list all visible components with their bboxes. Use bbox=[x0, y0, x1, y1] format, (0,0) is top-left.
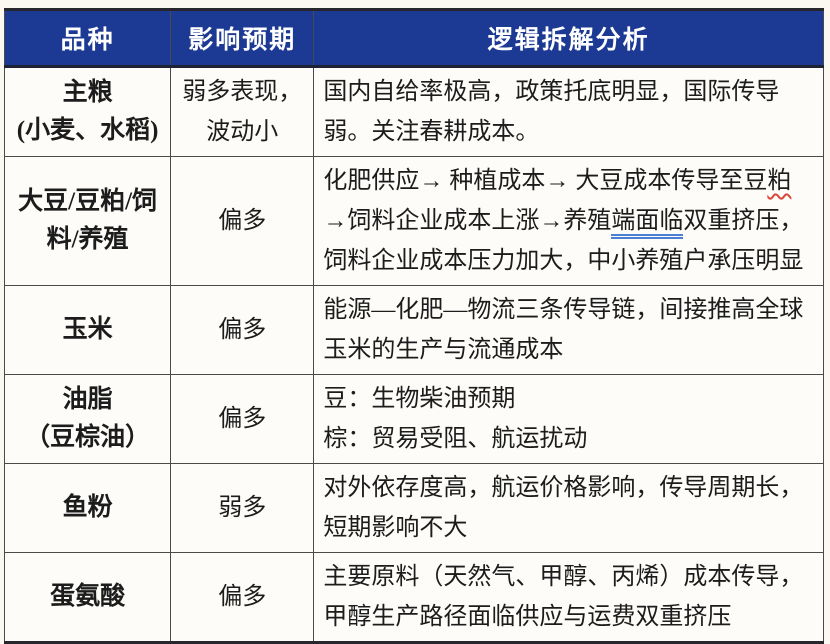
analysis-line: 短期影响不大 bbox=[323, 508, 815, 548]
analysis-text: →饲料企业成本上涨→养殖 bbox=[323, 208, 612, 234]
analysis-line: 弱。关注春耕成本。 bbox=[323, 112, 815, 152]
analysis-text: 棕：贸易受阻、航运扰动 bbox=[323, 426, 588, 452]
expectation-cell: 弱多表现， 波动小 bbox=[170, 66, 315, 157]
analysis-line: 豆：生物柴油预期 bbox=[323, 379, 815, 419]
variety-cell: 主粮 (小麦、水稻) bbox=[3, 66, 172, 157]
data-table: 品种 影响预期 逻辑拆解分析 主粮 (小麦、水稻) 弱多表现， 波动小 国内自给率极高，… bbox=[3, 8, 824, 644]
header-variety: 品种 bbox=[3, 9, 172, 68]
analysis-text: 饲料企业成本压力加大，中小养殖户承压明显 bbox=[323, 248, 804, 274]
analysis-cell: 能源—化肥—物流三条传导链，间接推高全球 玉米的生产与流通成本 bbox=[313, 285, 824, 375]
analysis-cell: 对外依存度高，航运价格影响，传导周期长， 短期影响不大 bbox=[313, 463, 824, 553]
expectation-line: 偏多 bbox=[218, 208, 267, 234]
variety-cell: 玉米 bbox=[3, 285, 172, 375]
analysis-line: →饲料企业成本上涨→养殖端面临双重挤压， bbox=[323, 201, 815, 241]
expectation-cell: 偏多 bbox=[170, 374, 315, 464]
analysis-text: 短期影响不大 bbox=[323, 515, 468, 541]
variety-line: 油脂 bbox=[62, 386, 113, 413]
analysis-line: 饲料企业成本压力加大，中小养殖户承压明显 bbox=[323, 241, 815, 281]
variety-line: 蛋氨酸 bbox=[50, 583, 126, 610]
analysis-text: 弱。关注春耕成本。 bbox=[323, 119, 540, 145]
expectation-line: 偏多 bbox=[218, 584, 267, 610]
expectation-line: 弱多表现， bbox=[182, 79, 303, 105]
proofing-mark-blue-double: 端面临 bbox=[611, 208, 684, 239]
commodity-impact-table: 品种 影响预期 逻辑拆解分析 主粮 (小麦、水稻) 弱多表现， 波动小 国内自给率极高，… bbox=[3, 8, 824, 644]
variety-cell: 大豆/豆粕/饲 料/养殖 bbox=[3, 156, 172, 286]
table-row: 主粮 (小麦、水稻) 弱多表现， 波动小 国内自给率极高，政策托底明显，国际传导 弱。关注… bbox=[3, 66, 824, 157]
header-row: 品种 影响预期 逻辑拆解分析 bbox=[3, 9, 824, 68]
table-row: 大豆/豆粕/饲 料/养殖 偏多 化肥供应→ 种植成本→ 大豆成本传导至豆粕 →饲料企业成… bbox=[3, 156, 824, 286]
table-row: 玉米 偏多 能源—化肥—物流三条传导链，间接推高全球 玉米的生产与流通成本 bbox=[3, 285, 824, 375]
variety-cell: 油脂 （豆棕油） bbox=[3, 374, 172, 464]
analysis-text: 主要原料（天然气、甲醇、丙烯）成本传导， bbox=[323, 564, 804, 590]
variety-cell: 蛋氨酸 bbox=[3, 552, 172, 643]
header-expectation: 影响预期 bbox=[170, 9, 315, 68]
expectation-cell: 偏多 bbox=[170, 156, 315, 286]
variety-line: 玉米 bbox=[62, 316, 113, 343]
variety-line: （豆棕油） bbox=[25, 424, 151, 451]
variety-line: 料/养殖 bbox=[46, 226, 129, 253]
expectation-cell: 弱多 bbox=[170, 463, 315, 553]
variety-line: 大豆/豆粕/饲 bbox=[18, 188, 158, 215]
header-analysis: 逻辑拆解分析 bbox=[313, 9, 824, 68]
variety-line: 鱼粉 bbox=[62, 494, 113, 521]
expectation-line: 弱多 bbox=[218, 495, 267, 521]
table-header: 品种 影响预期 逻辑拆解分析 bbox=[3, 9, 824, 68]
table-body: 主粮 (小麦、水稻) 弱多表现， 波动小 国内自给率极高，政策托底明显，国际传导 弱。关注… bbox=[3, 66, 824, 643]
expectation-line: 偏多 bbox=[218, 317, 267, 343]
expectation-line: 偏多 bbox=[218, 406, 267, 432]
analysis-line: 棕：贸易受阻、航运扰动 bbox=[323, 419, 815, 459]
table-row: 鱼粉 弱多 对外依存度高，航运价格影响，传导周期长， 短期影响不大 bbox=[3, 463, 824, 553]
analysis-line: 国内自给率极高，政策托底明显，国际传导 bbox=[323, 72, 815, 112]
analysis-line: 主要原料（天然气、甲醇、丙烯）成本传导， bbox=[323, 557, 815, 597]
analysis-text: 化肥供应→ 种植成本→ 大豆成本传导至豆 bbox=[323, 168, 768, 194]
analysis-text: 甲醇生产路径面临供应与运费双重挤压 bbox=[323, 604, 732, 630]
proofing-mark-red-wavy: 粕 bbox=[767, 168, 792, 194]
analysis-text: 对外依存度高，航运价格影响，传导周期长， bbox=[323, 475, 804, 501]
analysis-text: 玉米的生产与流通成本 bbox=[323, 337, 564, 363]
expectation-cell: 偏多 bbox=[170, 285, 315, 375]
analysis-cell: 豆：生物柴油预期棕：贸易受阻、航运扰动 bbox=[313, 374, 824, 464]
analysis-line: 甲醇生产路径面临供应与运费双重挤压 bbox=[323, 597, 815, 637]
analysis-cell: 化肥供应→ 种植成本→ 大豆成本传导至豆粕 →饲料企业成本上涨→养殖端面临双重挤压… bbox=[313, 156, 824, 286]
analysis-text: 双重挤压， bbox=[683, 208, 804, 234]
analysis-line: 化肥供应→ 种植成本→ 大豆成本传导至豆粕 bbox=[323, 161, 815, 201]
table-row: 蛋氨酸 偏多 主要原料（天然气、甲醇、丙烯）成本传导， 甲醇生产路径面临供应与运费双重… bbox=[3, 552, 824, 643]
variety-line: 主粮 bbox=[62, 79, 113, 106]
analysis-text: 豆：生物柴油预期 bbox=[323, 386, 516, 412]
analysis-cell: 主要原料（天然气、甲醇、丙烯）成本传导， 甲醇生产路径面临供应与运费双重挤压 bbox=[313, 552, 824, 643]
analysis-line: 能源—化肥—物流三条传导链，间接推高全球 bbox=[323, 290, 815, 330]
analysis-text: 国内自给率极高，政策托底明显，国际传导 bbox=[323, 79, 780, 105]
analysis-line: 对外依存度高，航运价格影响，传导周期长， bbox=[323, 468, 815, 508]
analysis-cell: 国内自给率极高，政策托底明显，国际传导 弱。关注春耕成本。 bbox=[313, 66, 824, 157]
analysis-text: 能源—化肥—物流三条传导链，间接推高全球 bbox=[323, 297, 804, 323]
analysis-line: 玉米的生产与流通成本 bbox=[323, 330, 815, 370]
variety-line: (小麦、水稻) bbox=[16, 117, 159, 144]
expectation-cell: 偏多 bbox=[170, 552, 315, 643]
table-row: 油脂 （豆棕油） 偏多 豆：生物柴油预期棕：贸易受阻、航运扰动 bbox=[3, 374, 824, 464]
expectation-line: 波动小 bbox=[206, 119, 279, 145]
variety-cell: 鱼粉 bbox=[3, 463, 172, 553]
